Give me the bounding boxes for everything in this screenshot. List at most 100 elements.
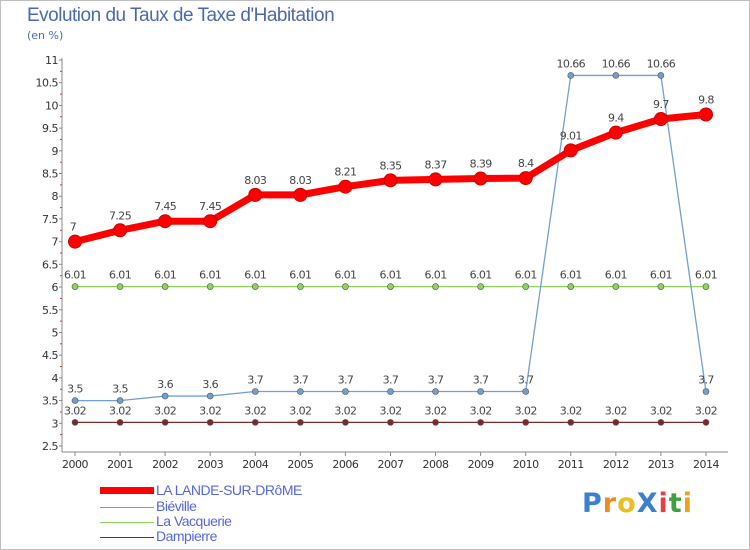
y-tick-label: 10 <box>45 99 58 112</box>
series-point-1 <box>522 388 530 395</box>
legend-label-la-lande: LA LANDE-SUR-DRôME <box>156 482 302 498</box>
y-tick-label: 6.5 <box>42 258 58 271</box>
data-label-0: 7 <box>70 221 77 234</box>
y-tick-label: 3.5 <box>42 395 58 408</box>
x-tick-label: 2000 <box>62 458 88 471</box>
logo-letter: X <box>636 488 659 519</box>
y-tick-label: 8 <box>52 190 59 203</box>
series-point-2 <box>161 283 169 290</box>
data-label-1: 10.66 <box>557 57 586 70</box>
data-label-2: 6.01 <box>289 269 311 282</box>
data-label-0: 9.01 <box>560 129 582 142</box>
series-point-3 <box>612 419 620 426</box>
legend-swatch-la-vacquerie <box>100 522 154 523</box>
legend-swatch-la-lande <box>100 487 154 494</box>
data-label-2: 6.01 <box>199 269 221 282</box>
x-tick-label: 2003 <box>197 458 223 471</box>
x-tick-label: 2009 <box>468 458 494 471</box>
series-point-0 <box>158 214 173 229</box>
data-label-2: 6.01 <box>650 269 672 282</box>
series-point-3 <box>657 419 665 426</box>
y-tick-label: 7.5 <box>42 213 58 226</box>
logo-letter: P <box>582 488 603 519</box>
logo-letter: r <box>602 488 618 519</box>
series-point-0 <box>698 107 713 122</box>
x-tick-label: 2010 <box>513 458 539 471</box>
data-label-0: 8.35 <box>379 159 402 172</box>
x-tick-label: 2011 <box>558 458 584 471</box>
series-point-3 <box>297 419 304 426</box>
data-label-2: 6.01 <box>425 269 447 282</box>
series-point-1 <box>612 72 620 79</box>
series-point-0 <box>563 143 578 158</box>
data-label-3: 3.02 <box>515 404 537 417</box>
x-tick-label: 2005 <box>287 458 313 471</box>
data-label-1: 10.66 <box>647 57 676 70</box>
data-label-3: 3.02 <box>425 404 447 417</box>
series-point-3 <box>702 419 710 426</box>
y-tick-label: 8.5 <box>42 168 58 181</box>
series-point-2 <box>387 283 394 290</box>
data-label-3: 3.02 <box>334 404 356 417</box>
data-label-0: 8.03 <box>289 174 312 187</box>
data-label-0: 8.21 <box>334 166 356 179</box>
series-point-1 <box>657 72 665 79</box>
legend-swatch-dampierre <box>100 537 154 538</box>
data-label-2: 6.01 <box>109 269 131 282</box>
series-point-3 <box>116 419 124 426</box>
data-label-0: 9.4 <box>608 112 624 125</box>
series-point-3 <box>342 419 349 426</box>
logo-letter: i <box>658 488 669 519</box>
data-label-2: 6.01 <box>154 269 176 282</box>
data-label-0: 7.45 <box>199 200 222 213</box>
legend-label-dampierre: Dampierre <box>156 528 217 544</box>
series-point-1 <box>116 397 124 404</box>
y-tick-label: 10.5 <box>36 77 59 90</box>
unit-note: (en %) <box>27 29 64 42</box>
legend-label-bieville: Biéville <box>156 498 197 514</box>
series-point-3 <box>71 419 79 426</box>
series-point-2 <box>206 283 214 290</box>
data-label-3: 3.02 <box>154 404 176 417</box>
y-tick-label: 9.5 <box>42 122 58 135</box>
series-point-2 <box>116 283 124 290</box>
logo-letter: i <box>682 488 693 519</box>
x-tick-label: 2008 <box>423 458 449 471</box>
series-point-1 <box>432 388 439 395</box>
series-point-2 <box>522 283 530 290</box>
series-point-0 <box>203 214 218 229</box>
x-tick-label: 2013 <box>648 458 674 471</box>
series-point-0 <box>428 172 443 187</box>
data-label-2: 6.01 <box>560 269 582 282</box>
series-point-0 <box>383 173 398 188</box>
series-point-3 <box>522 419 530 426</box>
series-point-0 <box>518 171 533 186</box>
data-label-3: 3.02 <box>695 404 717 417</box>
series-point-1 <box>702 388 710 395</box>
x-tick-label: 2007 <box>377 458 403 471</box>
y-tick-label: 9 <box>52 145 59 158</box>
series-point-2 <box>567 283 575 290</box>
data-label-0: 7.45 <box>154 200 177 213</box>
series-point-1 <box>387 388 394 395</box>
legend-swatch-bieville <box>100 507 154 508</box>
series-point-2 <box>71 283 79 290</box>
data-label-3: 3.02 <box>109 404 131 417</box>
data-label-1: 3.7 <box>383 374 399 387</box>
series-point-2 <box>702 283 710 290</box>
data-label-3: 3.02 <box>379 404 401 417</box>
x-tick-label: 2004 <box>242 458 268 471</box>
data-label-0: 9.7 <box>653 98 669 111</box>
data-label-0: 8.39 <box>470 158 493 171</box>
series-point-1 <box>251 388 259 395</box>
series-point-3 <box>206 419 214 426</box>
series-point-0 <box>293 187 308 202</box>
data-label-1: 10.66 <box>602 57 631 70</box>
series-point-1 <box>206 392 214 400</box>
series-point-0 <box>338 179 353 194</box>
data-label-1: 3.7 <box>518 374 534 387</box>
data-label-2: 6.01 <box>334 269 356 282</box>
y-tick-label: 6 <box>52 281 59 294</box>
series-point-0 <box>248 187 263 202</box>
